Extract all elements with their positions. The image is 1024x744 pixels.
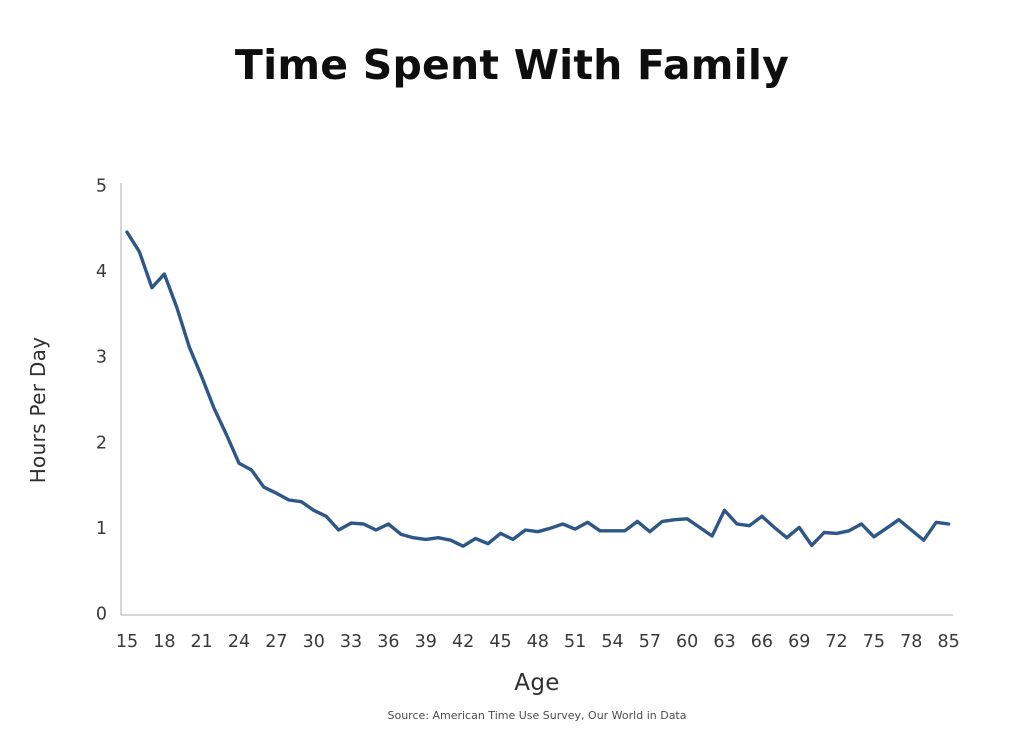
- x-tick-label: 54: [601, 632, 623, 652]
- x-tick-label: 24: [228, 632, 250, 652]
- source-note: Source: American Time Use Survey, Our Wo…: [387, 709, 687, 722]
- x-tick-label: 36: [377, 632, 399, 652]
- x-tick-label: 69: [788, 632, 810, 652]
- x-tick-label: 57: [639, 632, 661, 652]
- family-time-line: [125, 230, 951, 548]
- x-tick-label: 39: [415, 632, 437, 652]
- x-tick-label: 78: [900, 632, 922, 652]
- x-tick-label: 45: [489, 632, 511, 652]
- x-tick-label: 42: [452, 632, 474, 652]
- y-tick-label: 1: [96, 519, 107, 539]
- x-tick-label: 15: [116, 632, 138, 652]
- y-tick-label: 5: [96, 177, 107, 197]
- x-tick-label: 27: [265, 632, 287, 652]
- x-axis-title: Age: [514, 670, 560, 696]
- chart-title: Time Spent With Family: [234, 41, 790, 89]
- x-tick-label: 18: [153, 632, 175, 652]
- x-tick-label: 63: [713, 632, 735, 652]
- y-tick-label: 3: [96, 348, 107, 368]
- x-tick-label: 72: [825, 632, 847, 652]
- x-tick-label: 30: [303, 632, 325, 652]
- y-tick-label: 2: [96, 433, 107, 453]
- x-tick-label: 66: [751, 632, 773, 652]
- x-tick-label: 60: [676, 632, 698, 652]
- x-tick-label: 48: [527, 632, 549, 652]
- x-tick-label: 51: [564, 632, 586, 652]
- x-tick-label: 21: [191, 632, 213, 652]
- y-axis-title: Hours Per Day: [26, 336, 50, 484]
- x-tick-label: 33: [340, 632, 362, 652]
- y-tick-label: 4: [96, 262, 107, 282]
- x-tick-label: 75: [863, 632, 885, 652]
- x-tick-label: 85: [937, 632, 959, 652]
- y-tick-label: 0: [96, 605, 107, 625]
